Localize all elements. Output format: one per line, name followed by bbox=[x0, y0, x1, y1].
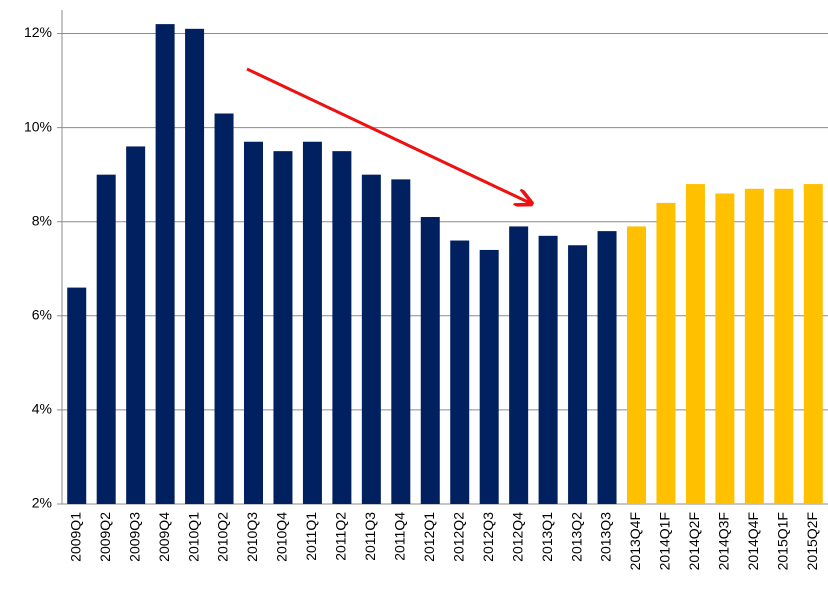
bar bbox=[391, 179, 411, 504]
bar bbox=[302, 141, 322, 504]
x-tick-label: 2013Q2 bbox=[568, 512, 584, 562]
bar bbox=[67, 287, 87, 504]
x-tick-label: 2012Q2 bbox=[450, 512, 466, 562]
y-tick-label: 2% bbox=[32, 495, 52, 511]
bar bbox=[214, 113, 234, 504]
x-tick-label: 2014Q3F bbox=[716, 512, 732, 570]
bar bbox=[568, 245, 588, 504]
bar bbox=[509, 226, 529, 504]
bar bbox=[273, 151, 293, 504]
bar bbox=[715, 193, 735, 504]
x-tick-label: 2014Q4F bbox=[745, 512, 761, 570]
bar bbox=[627, 226, 646, 504]
bar bbox=[185, 28, 205, 504]
x-tick-label: 2012Q1 bbox=[421, 512, 437, 562]
x-tick-label: 2010Q3 bbox=[244, 512, 260, 562]
x-tick-label: 2011Q4 bbox=[392, 512, 408, 561]
bar bbox=[361, 174, 381, 504]
x-tick-label: 2011Q2 bbox=[333, 512, 349, 561]
y-tick-label: 6% bbox=[32, 307, 52, 323]
x-tick-label: 2013Q1 bbox=[539, 512, 555, 562]
x-tick-label: 2015Q2F bbox=[804, 512, 820, 570]
y-tick-label: 10% bbox=[24, 118, 52, 134]
x-tick-label: 2009Q4 bbox=[156, 512, 172, 562]
x-tick-label: 2013Q4F bbox=[627, 512, 643, 570]
bar bbox=[685, 184, 705, 505]
bar bbox=[244, 141, 263, 504]
bar bbox=[332, 151, 352, 504]
x-tick-label: 2012Q4 bbox=[509, 512, 525, 562]
bar bbox=[774, 188, 794, 504]
x-tick-label: 2011Q1 bbox=[303, 512, 319, 561]
x-tick-label: 2015Q1F bbox=[775, 512, 791, 570]
x-tick-label: 2014Q1F bbox=[657, 512, 673, 570]
x-tick-label: 2009Q2 bbox=[97, 512, 113, 562]
x-tick-label: 2012Q3 bbox=[480, 512, 496, 562]
y-tick-label: 8% bbox=[32, 212, 52, 228]
bar bbox=[420, 217, 440, 504]
bar bbox=[597, 231, 617, 504]
bar bbox=[538, 235, 558, 505]
x-tick-label: 2009Q3 bbox=[126, 512, 142, 562]
bar bbox=[450, 240, 470, 505]
bar bbox=[155, 24, 175, 504]
bar bbox=[126, 146, 146, 504]
y-tick-label: 12% bbox=[24, 24, 52, 40]
x-tick-label: 2011Q3 bbox=[362, 512, 378, 561]
x-tick-label: 2010Q2 bbox=[215, 512, 231, 562]
bar bbox=[96, 174, 116, 504]
bar bbox=[656, 202, 676, 504]
x-tick-label: 2009Q1 bbox=[67, 512, 83, 562]
x-tick-label: 2010Q4 bbox=[274, 512, 290, 562]
bar bbox=[479, 249, 499, 504]
y-tick-label: 4% bbox=[32, 401, 52, 417]
x-tick-label: 2013Q3 bbox=[598, 512, 614, 562]
trend-arrow bbox=[246, 67, 530, 203]
x-tick-label: 2014Q2F bbox=[686, 512, 702, 570]
bar bbox=[803, 184, 823, 505]
x-tick-label: 2010Q1 bbox=[185, 512, 201, 562]
bar bbox=[744, 188, 764, 504]
